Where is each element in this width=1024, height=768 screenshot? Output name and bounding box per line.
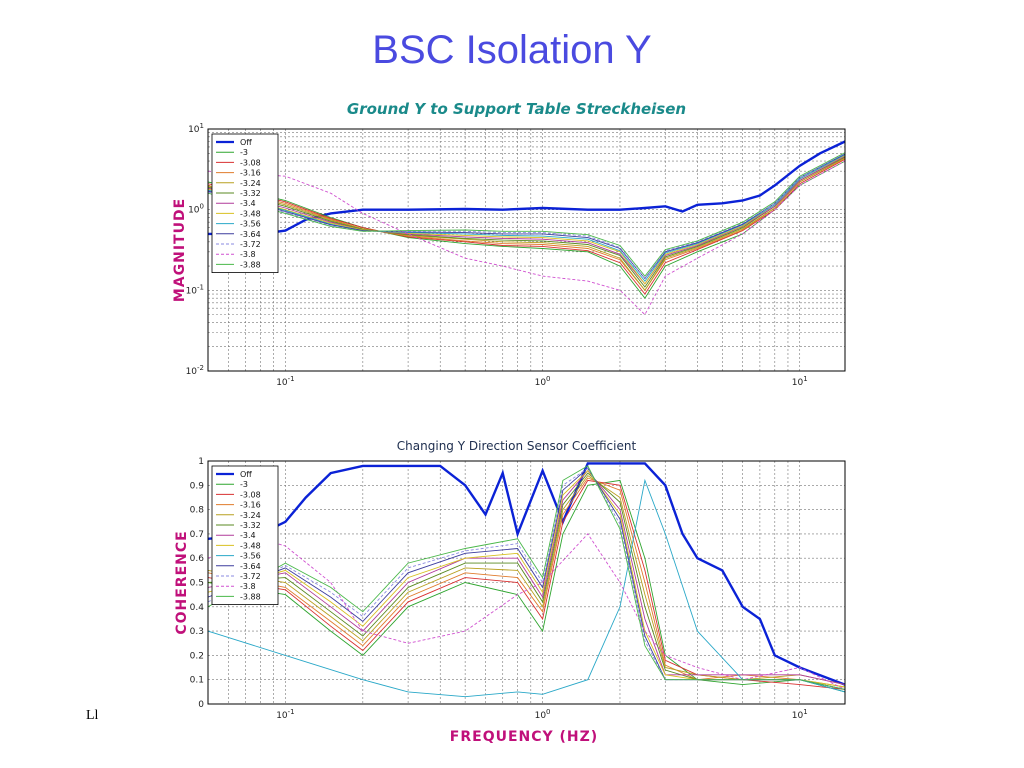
series-group (208, 140, 845, 316)
series-line-coef-11 (208, 533, 845, 690)
x-tick-label: 101 (792, 375, 808, 388)
legend-entry: -3.32 (240, 521, 261, 530)
series-line-off (208, 462, 845, 686)
series-line-coef-2 (208, 159, 845, 295)
y-tick-label: 0.3 (190, 627, 204, 637)
chart-2: 10-1 100 101 0 0.1 0.2 0.3 0.4 0.5 0.6 0.7 0.8 0.9 1 C… (174, 439, 846, 745)
y-tick-label: 0.5 (190, 579, 204, 589)
slide-footer: Ll (86, 708, 99, 723)
y-tick-label: 10-2 (186, 364, 204, 377)
series-line-coef-8 (208, 478, 845, 698)
series-line-coef-7 (208, 155, 845, 285)
legend-entry: -3 (240, 480, 248, 489)
y-tick-label: 0.2 (190, 651, 204, 661)
plot-area (208, 129, 845, 371)
chart-title: Changing Y Direction Sensor Coefficient (397, 439, 637, 453)
legend-entry: -3.64 (240, 562, 261, 571)
legend-entry: -3.32 (240, 189, 261, 198)
legend-entry: -3.08 (240, 158, 261, 167)
y-tick-label: 0.7 (190, 530, 204, 540)
y-tick-label: 0 (198, 700, 204, 710)
legend-entry: -3.8 (240, 250, 256, 259)
legend-entry: -3.64 (240, 230, 261, 239)
y-tick-label: 1 (198, 457, 204, 467)
legend-entry: -3.72 (240, 240, 261, 249)
plot-frame (207, 460, 846, 705)
y-axis-label: COHERENCE (174, 530, 190, 634)
slide-title: BSC Isolation Y (372, 28, 652, 72)
plot-frame (207, 128, 846, 372)
series-line-coef-4 (208, 474, 845, 686)
legend-entry: Off (240, 470, 252, 479)
legend: Off-3-3.08-3.16-3.24-3.32-3.4-3.48-3.56-… (211, 465, 279, 606)
legend-entry: -3.4 (240, 531, 256, 540)
legend-entry: -3.08 (240, 490, 261, 499)
legend-entry: -3.16 (240, 169, 261, 178)
legend-entry: -3.56 (240, 552, 261, 561)
legend-entry: -3.48 (240, 209, 261, 218)
series-line-coef-3 (208, 477, 845, 688)
plot-area (208, 461, 845, 704)
y-tick-label: 101 (188, 122, 204, 135)
x-tick-label: 10-1 (276, 708, 294, 721)
legend-entry: Off (240, 138, 252, 147)
legend-entry: -3.24 (240, 179, 261, 188)
legend-entry: -3.24 (240, 511, 261, 520)
y-tick-label: 0.4 (190, 603, 205, 613)
legend-entry: -3.8 (240, 582, 256, 591)
chart-title: Ground Y to Support Table Streckheisen (347, 100, 686, 118)
legend-entry: -3 (240, 148, 248, 157)
y-tick-label: 0.6 (190, 554, 205, 564)
series-line-coef-12 (208, 465, 845, 690)
series-line-coef-6 (208, 470, 845, 686)
legend-entry: -3.56 (240, 220, 261, 229)
series-line-coef-4 (208, 157, 845, 292)
legend: Off-3-3.08-3.16-3.24-3.32-3.4-3.48-3.56-… (211, 133, 279, 274)
series-line-coef-11 (208, 160, 845, 316)
x-tick-label: 10-1 (276, 375, 294, 388)
x-tick-label: 100 (535, 375, 551, 388)
series-group (208, 462, 845, 698)
legend-entry: -3.88 (240, 260, 261, 269)
legend-entry: -3.16 (240, 501, 261, 510)
legend-entry: -3.48 (240, 541, 261, 550)
y-tick-label: 0.8 (190, 506, 205, 516)
x-tick-label: 100 (535, 708, 551, 721)
legend-entry: -3.88 (240, 592, 261, 601)
y-tick-label: 0.1 (190, 676, 204, 686)
x-axis-label: FREQUENCY (HZ) (450, 729, 598, 745)
series-line-coef-1 (208, 479, 845, 693)
legend-entry: -3.72 (240, 572, 261, 581)
series-line-coef-5 (208, 156, 845, 288)
series-line-coef-9 (208, 153, 845, 280)
chart-1: 10-1 100 101 10-2 10-1 100 101 Ground Y to Supp… (172, 100, 846, 388)
legend-entry: -3.4 (240, 199, 256, 208)
y-tick-label: 10-1 (186, 283, 204, 296)
series-line-coef-12 (208, 152, 845, 277)
y-axis-label: MAGNITUDE (172, 198, 188, 302)
y-tick-label: 0.9 (190, 481, 205, 491)
x-tick-label: 101 (792, 708, 808, 721)
y-tick-label: 100 (188, 203, 204, 216)
